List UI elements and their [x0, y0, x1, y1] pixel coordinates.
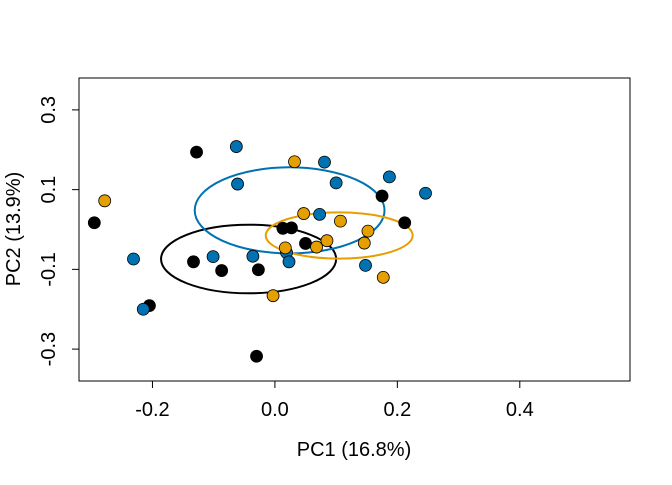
x-tick-label: 0.2 — [383, 399, 411, 421]
data-point-group-3 — [278, 241, 292, 255]
data-point-group-3 — [357, 236, 371, 250]
data-point-group-1 — [87, 216, 101, 230]
x-axis-label: PC1 (16.8%) — [297, 439, 412, 461]
y-tick-label: -0.3 — [38, 332, 60, 366]
data-point-group-2 — [282, 255, 296, 269]
data-point-group-3 — [310, 240, 323, 254]
data-points — [87, 140, 432, 363]
data-point-group-2 — [246, 249, 260, 263]
data-point-group-2 — [127, 252, 140, 266]
x-tick-label: 0.0 — [261, 399, 289, 421]
data-point-group-1 — [398, 216, 412, 230]
data-point-group-3 — [334, 214, 347, 228]
y-tick-label: 0.3 — [38, 96, 60, 124]
data-point-group-1 — [250, 349, 263, 363]
data-point-group-1 — [285, 221, 298, 235]
data-point-group-1 — [251, 263, 265, 277]
axes: -0.2 0.0 0.2 0.4 -0.3 -0.1 0.1 0.3 — [38, 96, 534, 421]
data-point-group-2 — [313, 207, 327, 221]
data-point-group-2 — [206, 250, 220, 264]
y-axis-label: PC2 (13.9%) — [3, 172, 25, 287]
data-point-group-1 — [190, 145, 203, 159]
group-ellipse-3 — [264, 211, 414, 260]
data-point-group-3 — [361, 224, 375, 238]
data-point-group-2 — [419, 186, 432, 200]
data-point-group-3 — [98, 194, 112, 208]
data-point-group-1 — [375, 189, 389, 203]
data-point-group-2 — [382, 170, 396, 184]
data-point-group-3 — [297, 207, 311, 220]
data-point-group-3 — [320, 234, 334, 248]
y-tick-label: -0.1 — [38, 252, 60, 286]
data-point-group-2 — [318, 155, 331, 169]
data-point-group-3 — [376, 270, 390, 284]
data-point-group-2 — [136, 302, 150, 316]
data-point-group-2 — [229, 140, 243, 153]
x-tick-label: 0.4 — [506, 399, 534, 421]
data-point-group-2 — [231, 177, 244, 191]
data-point-group-3 — [288, 155, 301, 169]
x-tick-label: -0.2 — [135, 399, 169, 421]
data-point-group-1 — [187, 255, 200, 269]
data-point-group-2 — [359, 258, 372, 272]
data-point-group-1 — [299, 237, 312, 250]
data-point-group-2 — [329, 176, 343, 190]
data-point-group-3 — [266, 289, 280, 303]
y-tick-label: 0.1 — [38, 176, 60, 204]
data-point-group-1 — [215, 264, 229, 277]
